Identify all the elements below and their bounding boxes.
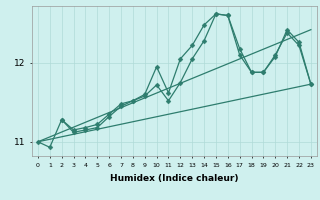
X-axis label: Humidex (Indice chaleur): Humidex (Indice chaleur) <box>110 174 239 183</box>
